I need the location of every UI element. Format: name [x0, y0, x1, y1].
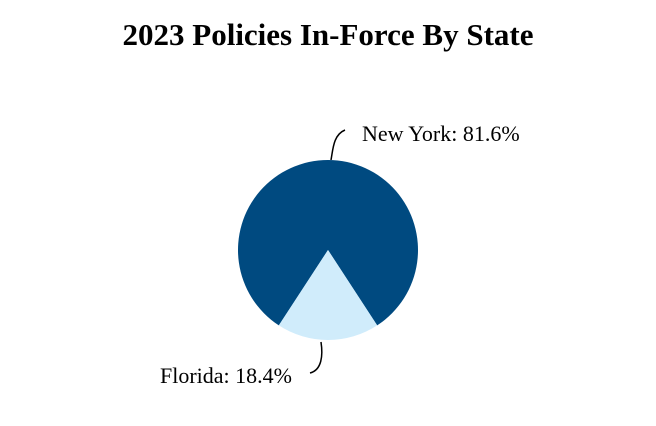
slice-label: New York: 81.6% [362, 121, 520, 146]
leader-line [309, 341, 323, 374]
pie-slice [237, 160, 418, 326]
slice-label: Florida: 18.4% [160, 363, 292, 388]
chart-title: 2023 Policies In-Force By State [123, 17, 534, 52]
pie-slice [278, 250, 378, 340]
leader-line [330, 129, 346, 161]
